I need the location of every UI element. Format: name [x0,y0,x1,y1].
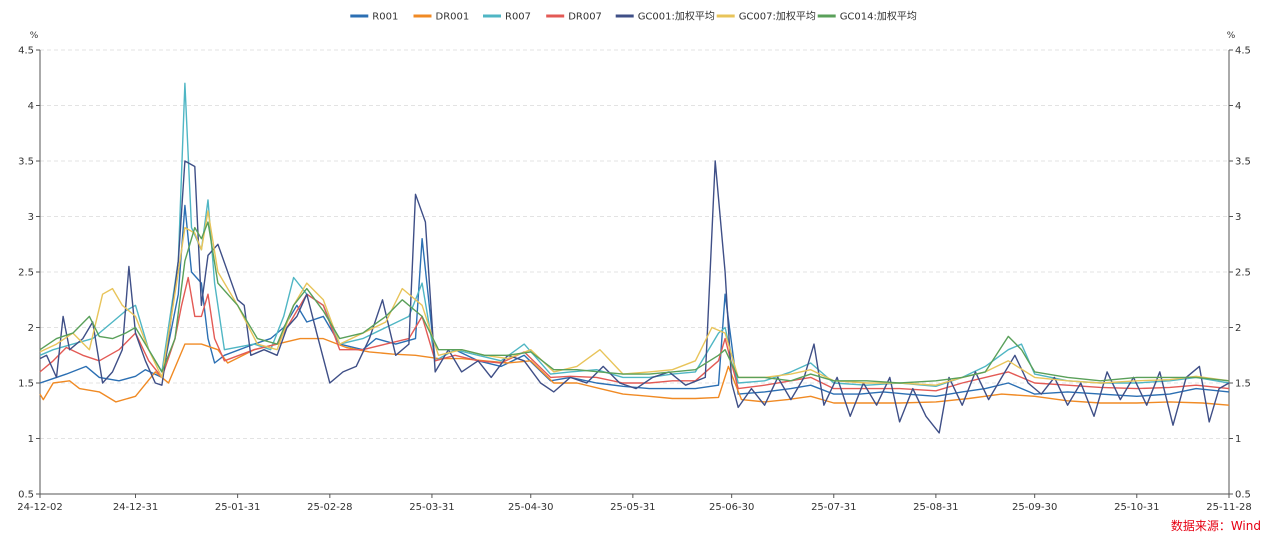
series-lines [39,82,1230,434]
series-line-DR001 [39,337,1230,406]
legend-label: GC001:加权平均 [638,10,715,23]
legend-item-DR007[interactable]: DR007 [546,12,602,23]
axes [36,49,1233,498]
y-tick-label-left: 4 [28,101,34,112]
legend-item-GC014:加权平均[interactable]: GC014:加权平均 [817,10,917,23]
x-tick-label: 25-05-31 [610,502,655,513]
tick-labels: 0.5 0.5 1 1 1.5 1.5 2 2 2.5 2.5 3 3 3.5 3.5 4 4 4.5 4.5%%… [17,31,1251,513]
x-tick-label: 24-12-02 [17,502,62,513]
y-tick-label-left: 1.5 [18,379,34,390]
y-tick-label-left: 4.5 [18,46,34,57]
y-tick-label-right: 4 [1235,101,1241,112]
series-line-R001 [39,204,1230,397]
x-tick-label: 24-12-31 [113,502,158,513]
y-tick-label-left: 2 [28,323,34,334]
legend-label: DR001 [436,12,470,23]
y-tick-label-right: 2.5 [1235,268,1251,279]
x-tick-label: 25-09-30 [1012,502,1057,513]
y-tick-label-right: 3.5 [1235,157,1251,168]
x-tick-label: 25-03-31 [409,502,454,513]
legend-item-R007[interactable]: R007 [483,12,531,23]
legend-item-R001[interactable]: R001 [350,12,398,23]
x-tick-label: 25-10-31 [1114,502,1159,513]
legend-label: DR007 [568,12,602,23]
legend-item-GC001:加权平均[interactable]: GC001:加权平均 [615,10,715,23]
y-tick-label-left: 1 [28,434,34,445]
y-tick-label-right: 1 [1235,434,1241,445]
y-tick-label-left: 3.5 [18,157,34,168]
x-tick-label: 25-04-30 [508,502,553,513]
data-source-note: 数据来源：Wind [1170,519,1261,533]
y-tick-label-left: 2.5 [18,268,34,279]
y-tick-label-right: 3 [1235,212,1241,223]
legend-label: GC014:加权平均 [840,10,917,23]
y-unit-left: % [30,31,39,41]
x-tick-label: 25-01-31 [215,502,260,513]
legend[interactable]: R001 DR001 R007 DR007 GC001:加权平均 GC007:加权平均 GC… [350,10,917,23]
y-unit-right: % [1227,31,1236,41]
y-tick-label-left: 3 [28,212,34,223]
x-tick-label: 25-08-31 [913,502,958,513]
y-tick-label-right: 0.5 [1235,490,1251,501]
series-line-R007 [39,82,1230,387]
y-tick-label-right: 4.5 [1235,46,1251,57]
y-tick-label-left: 0.5 [18,490,34,501]
legend-item-DR001[interactable]: DR001 [413,12,470,23]
legend-item-GC007:加权平均[interactable]: GC007:加权平均 [716,10,816,23]
x-tick-label: 25-07-31 [811,502,856,513]
x-tick-label: 25-11-28 [1206,502,1251,513]
series-line-GC014:加权平均 [39,221,1230,384]
x-tick-label: 25-02-28 [307,502,352,513]
series-line-GC007:加权平均 [39,210,1230,386]
gridlines [40,49,1229,439]
y-tick-label-right: 1.5 [1235,379,1251,390]
x-tick-label: 25-06-30 [709,502,754,513]
legend-label: R007 [505,12,531,23]
legend-label: GC007:加权平均 [739,10,816,23]
y-tick-label-right: 2 [1235,323,1241,334]
legend-label: R001 [372,12,398,23]
series-line-GC001:加权平均 [39,160,1230,434]
